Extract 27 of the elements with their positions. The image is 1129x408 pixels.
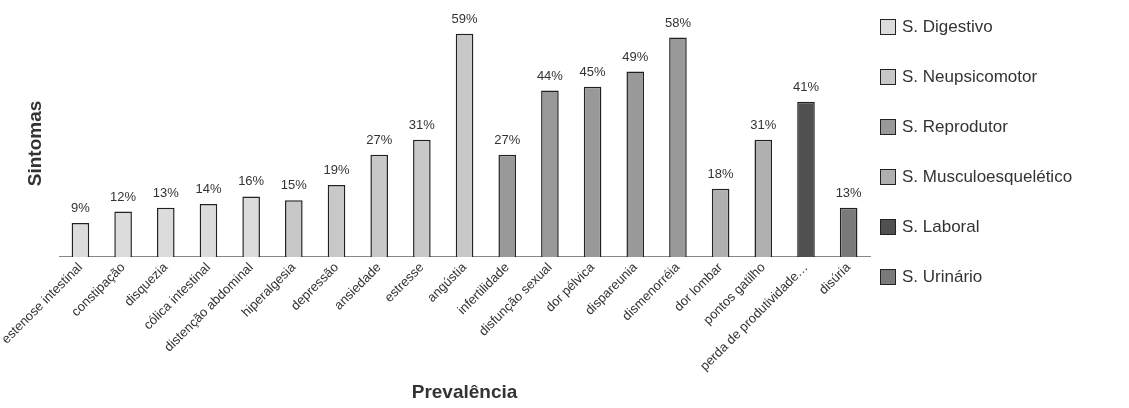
data-label: 41% [792, 78, 820, 94]
legend-label: S. Neupsicomotor [902, 67, 1038, 87]
data-label: 19% [323, 162, 350, 178]
legend-label: S. Laboral [902, 217, 980, 237]
data-label: 18% [707, 165, 735, 181]
data-label: 13% [152, 184, 180, 200]
data-label: 31% [408, 116, 436, 132]
data-label: 9% [71, 199, 91, 215]
legend-label: S. Digestivo [902, 17, 993, 37]
data-label: 31% [750, 116, 777, 132]
data-label: 27% [366, 131, 393, 147]
data-label: 45% [579, 63, 607, 79]
x-axis-title: Prevalência [411, 380, 518, 402]
data-label: 14% [195, 181, 222, 197]
legend-label: S. Reprodutor [902, 117, 1008, 137]
data-label: 58% [664, 14, 692, 30]
data-label: 16% [238, 173, 265, 189]
y-axis-title: Sintomas [23, 100, 45, 187]
data-label: 15% [280, 177, 308, 193]
legend-label: S. Musculoesquelético [902, 167, 1073, 187]
data-label: 49% [622, 48, 649, 64]
data-label: 13% [835, 184, 863, 200]
data-label: 27% [494, 131, 521, 147]
legend-label: S. Urinário [902, 267, 983, 287]
data-label: 59% [451, 10, 478, 26]
data-label: 12% [110, 188, 137, 204]
data-label: 44% [536, 67, 564, 83]
